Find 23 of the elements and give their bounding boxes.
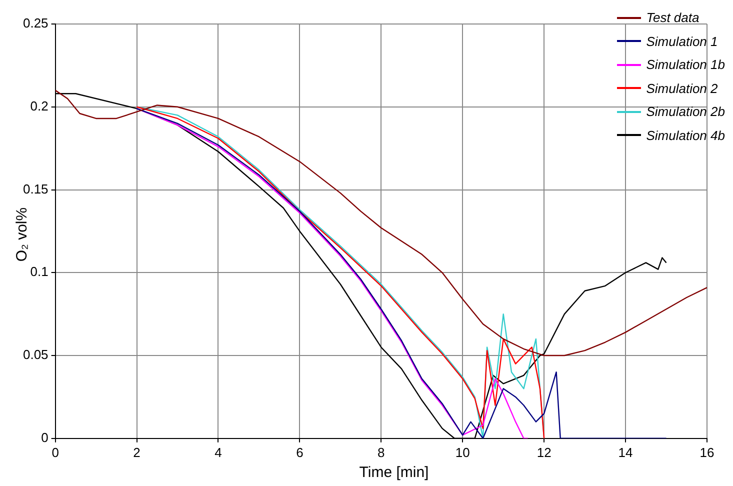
x-tick-label: 0 [52, 444, 59, 460]
x-tick-label: 8 [378, 444, 385, 460]
x-tick-label: 12 [536, 444, 552, 460]
legend-label: Simulation 2b [646, 104, 725, 120]
y-tick-label: 0.25 [22, 16, 48, 31]
legend-label: Simulation 1 [646, 34, 718, 49]
y-axis-title: O₂ vol% [14, 206, 30, 264]
legend-label: Simulation 4b [646, 128, 725, 143]
y-tick-label: 0.05 [22, 347, 48, 362]
x-tick-label: 6 [296, 444, 304, 460]
x-tick-label: 10 [455, 444, 470, 460]
y-tick-label: 0 [41, 430, 48, 445]
y-tick-label: 0.1 [30, 264, 48, 280]
y-tick-label: 0.15 [22, 181, 48, 196]
legend-label: Simulation 2 [646, 80, 718, 96]
legend-label: Simulation 1b [646, 57, 725, 72]
x-axis-title: Time [min] [358, 464, 430, 481]
y-tick-label: 0.2 [30, 98, 48, 114]
x-tick-label: 4 [214, 444, 222, 460]
x-tick-label: 2 [133, 444, 140, 460]
x-tick-label: 16 [700, 444, 714, 460]
x-tick-label: 14 [618, 444, 633, 460]
legend-label: Test data [646, 10, 700, 26]
